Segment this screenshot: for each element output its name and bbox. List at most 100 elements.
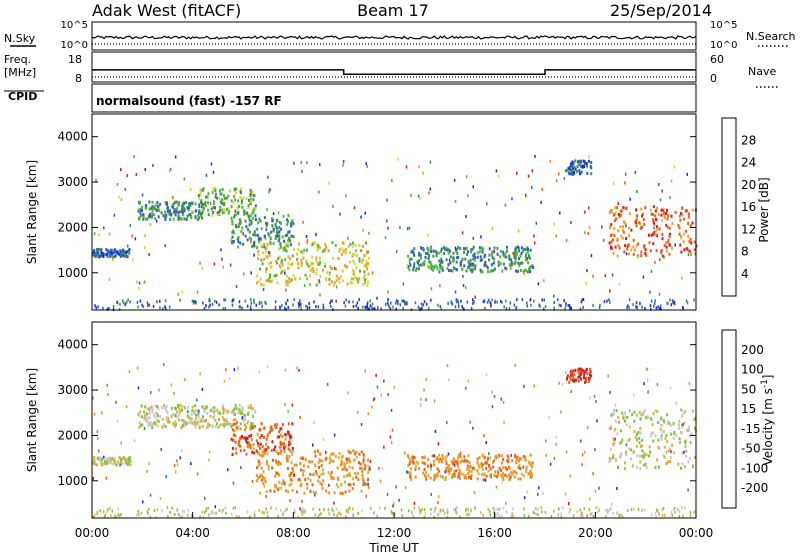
power-cell [249, 214, 252, 218]
velocity-cell [269, 489, 272, 493]
power-scatter-cell [362, 228, 364, 232]
velocity-nearrange-cell [418, 506, 420, 510]
velocity-cell [624, 411, 626, 415]
power-cell [181, 210, 184, 214]
velocity-cell [291, 489, 294, 492]
velocity-cell [464, 474, 467, 478]
power-cell [430, 264, 433, 268]
power-cell [263, 242, 266, 246]
power-cell [214, 192, 217, 196]
velocity-cell [528, 461, 531, 465]
velocity-scatter-cell [190, 462, 192, 466]
power-cell [214, 195, 217, 199]
velocity-cell [654, 409, 657, 413]
power-nearrange-cell [389, 307, 392, 311]
power-cell [221, 198, 224, 202]
power-nearrange-cell [308, 302, 310, 305]
velocity-nearrange-cell [446, 511, 449, 514]
velocity-cell [667, 460, 670, 464]
velocity-scatter-cell [427, 473, 430, 477]
velocity-nearrange-cell [297, 515, 299, 519]
velocity-cell [580, 377, 583, 381]
power-cell [361, 259, 364, 263]
velocity-cell [203, 409, 206, 413]
power-cell [124, 253, 127, 257]
velocity-scatter-cell [523, 496, 526, 500]
power-cell [349, 260, 351, 264]
power-cell [105, 252, 108, 256]
velocity-scatter-cell [629, 425, 631, 429]
power-cell [427, 249, 430, 252]
power-cell [166, 209, 169, 213]
power-cell [114, 254, 117, 258]
velocity-cell [337, 485, 340, 489]
velocity-nearrange-cell [254, 513, 256, 517]
velocity-nearrange-cell [560, 512, 562, 516]
velocity-scatter-cell [616, 487, 618, 490]
power-cell [287, 230, 290, 234]
power-nearrange-cell [191, 299, 194, 303]
power-cell [210, 213, 213, 217]
velocity-cell [463, 455, 466, 459]
power-nearrange-cell [419, 307, 422, 311]
velocity-cell [355, 455, 358, 459]
velocity-scatter-cell [491, 390, 493, 394]
power-cell [442, 245, 445, 249]
power-cell [517, 245, 519, 249]
power-nearrange-cell [214, 299, 216, 303]
velocity-cell [259, 461, 262, 465]
power-scatter-cell [510, 266, 512, 270]
power-cell [165, 201, 168, 205]
velocity-cell [202, 415, 204, 419]
velocity-scatter-cell [398, 498, 400, 502]
velocity-nearrange-cell [661, 513, 664, 517]
power-cell [343, 264, 346, 268]
velocity-cell [309, 479, 312, 483]
velocity-nearrange-cell [456, 506, 458, 509]
velocity-nearrange-cell [658, 512, 660, 516]
power-nearrange-cell [372, 307, 374, 311]
power-cell [248, 223, 251, 227]
power-cell [612, 238, 614, 242]
power-scatter-cell [120, 198, 123, 201]
velocity-cell [636, 438, 639, 442]
power-cell [326, 271, 329, 274]
power-cell [144, 203, 147, 207]
velocity-cell [349, 451, 352, 455]
power-cell [163, 215, 166, 219]
velocity-nearrange-cell [351, 515, 354, 519]
power-cell [485, 264, 488, 268]
power-cell [100, 250, 103, 253]
power-cell [680, 212, 682, 216]
power-cell [125, 250, 128, 254]
power-scatter-cell [229, 263, 232, 267]
velocity-scatter-cell [673, 432, 675, 436]
velocity-cell [287, 431, 290, 435]
velocity-cell [174, 425, 177, 429]
velocity-scatter-cell [266, 365, 269, 369]
power-cell [251, 211, 254, 215]
power-cell [202, 187, 205, 190]
power-cell [247, 198, 250, 202]
power-cell [469, 258, 472, 262]
power-cell [289, 263, 292, 267]
power-nearrange-cell [503, 305, 505, 309]
velocity-nearrange-cell [446, 515, 449, 519]
velocity-nearrange-cell [419, 509, 421, 513]
velocity-cell [631, 413, 634, 417]
velocity-cell [469, 475, 472, 479]
velocity-nearrange-cell [208, 513, 210, 517]
velocity-nearrange-cell [224, 506, 227, 510]
power-scatter-cell [494, 298, 496, 302]
power-cell [444, 247, 446, 251]
power-cell [146, 217, 149, 221]
power-cell [527, 261, 530, 265]
velocity-cell [328, 461, 331, 465]
velocity-nearrange-cell [265, 507, 267, 511]
power-nearrange-cell [209, 303, 211, 307]
velocity-cell [271, 440, 274, 444]
velocity-scatter-cell [607, 374, 609, 378]
power-nearrange-cell [609, 300, 611, 304]
power-nearrange-cell [305, 304, 307, 308]
velocity-cell [421, 455, 424, 459]
